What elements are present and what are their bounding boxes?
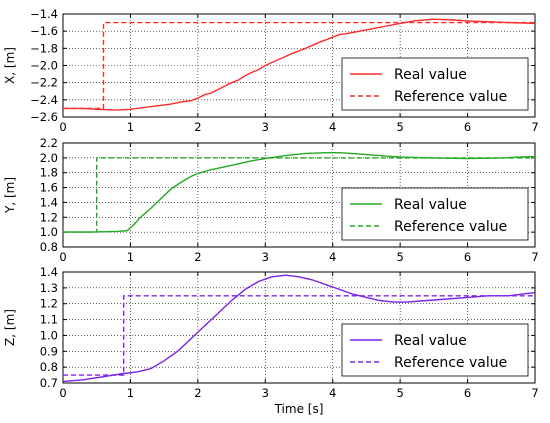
panel-3: 0 1 2 3 4 5 6 7 0.7 0.8 0.9 1.01.1 1.2 1.3 1.4 Z, [m] Ti…: [3, 265, 539, 416]
plot-frame: [62, 271, 536, 384]
x-tick-label: 7: [531, 120, 538, 134]
y-tick-label: −2.0: [30, 59, 58, 73]
x-tick-label: 4: [329, 120, 336, 134]
legend-entry: Reference value: [394, 219, 507, 235]
x-tick-label: 3: [262, 250, 269, 264]
y-tick-label: 1.1: [40, 313, 58, 327]
y-axis-label: Y, [m]: [3, 177, 17, 214]
x-tick-label: 7: [531, 386, 538, 400]
y-tick-label: −2.6: [30, 110, 58, 124]
legend: Real value Reference value: [341, 57, 529, 111]
y-tick-label: −2.2: [30, 76, 58, 90]
y-tick-label: −2.4: [30, 93, 58, 107]
legend-entry: Reference value: [394, 89, 507, 105]
x-tick-label: 5: [396, 120, 403, 134]
y-tick-label: −1.8: [30, 41, 58, 55]
x-axis-label: Time [s]: [274, 402, 324, 416]
x-tick-label: 2: [194, 120, 201, 134]
y-tick-label: 1.6: [40, 181, 58, 195]
x-tick-label: 7: [531, 250, 538, 264]
y-tick-label: −1.6: [30, 24, 58, 38]
x-tick-label: 4: [329, 250, 336, 264]
y-tick-label: 0.7: [40, 376, 58, 390]
legend-box: [341, 57, 529, 111]
y-tick-label: 2.0: [40, 151, 58, 165]
legend-entry: Real value: [394, 67, 467, 83]
y-tick-label: 0.8: [40, 360, 58, 374]
series-line-real: [63, 151, 535, 233]
legend-entry: Real value: [394, 333, 467, 349]
legend-entry: Real value: [394, 197, 467, 213]
x-tick-label: 4: [329, 386, 336, 400]
x-tick-label: 0: [59, 386, 66, 400]
series-line-real: [63, 274, 535, 383]
x-tick-label: 2: [194, 250, 201, 264]
y-axis-label: X, [m]: [3, 47, 17, 84]
series-line-reference: [63, 295, 535, 376]
y-tick-label: 1.2: [40, 297, 58, 311]
legend-entry: Reference value: [394, 355, 507, 371]
x-tick-label: 5: [396, 386, 403, 400]
legend-box: [341, 323, 529, 377]
y-tick-label: 1.0: [40, 225, 58, 239]
legend-box: [341, 187, 529, 241]
y-tick-label: 1.0: [40, 328, 58, 342]
legend: Real value Reference value: [341, 187, 529, 241]
x-tick-label: 6: [464, 120, 471, 134]
panel-2: 0 1 2 3 4 5 6 7 0.81.01.21.41.61.82.02.2 Y, [m] Re…: [3, 136, 539, 264]
y-tick-label: 1.8: [40, 166, 58, 180]
x-tick-label: 0: [59, 250, 66, 264]
panel-1: 0 1 2 3 4 5 6 7 −2.6 −2.4 −2.2 −2.0 −1.8 −1.6 −1.4 X, […: [3, 7, 539, 134]
x-tick-label: 6: [464, 250, 471, 264]
x-tick-label: 0: [59, 120, 66, 134]
x-tick-label: 1: [127, 250, 134, 264]
y-tick-label: 2.2: [40, 136, 58, 150]
legend: Real value Reference value: [341, 323, 529, 377]
series-line-reference: [63, 21, 535, 110]
y-axis-label: Z, [m]: [3, 309, 17, 346]
x-tick-label: 1: [127, 120, 134, 134]
x-tick-label: 3: [262, 386, 269, 400]
y-tick-label: −1.4: [30, 7, 58, 21]
y-tick-label: 1.3: [40, 281, 58, 295]
x-tick-label: 1: [127, 386, 134, 400]
x-tick-label: 3: [262, 120, 269, 134]
x-tick-label: 6: [464, 386, 471, 400]
y-tick-label: 1.4: [40, 265, 58, 279]
series-line-real: [63, 18, 535, 111]
y-tick-label: 1.4: [40, 195, 58, 209]
y-tick-label: 0.8: [40, 240, 58, 254]
x-tick-label: 2: [194, 386, 201, 400]
y-tick-label: 1.2: [40, 210, 58, 224]
y-tick-label: 0.9: [40, 344, 58, 358]
x-tick-label: 5: [396, 250, 403, 264]
series-line-reference: [63, 157, 535, 233]
plot-frame: [62, 142, 536, 248]
